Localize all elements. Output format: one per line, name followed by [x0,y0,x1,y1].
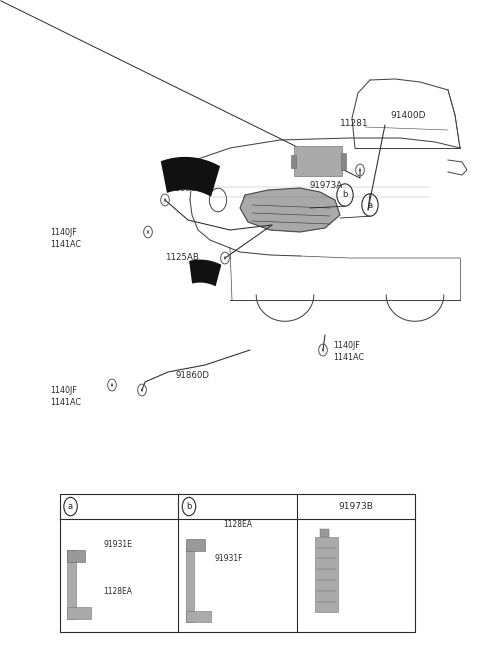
Polygon shape [240,188,340,232]
Bar [67,550,85,562]
Text: 11281: 11281 [340,119,369,128]
Polygon shape [189,260,221,286]
Circle shape [322,349,324,351]
Text: 91400D: 91400D [390,111,425,120]
Bar [60,494,415,632]
Text: 1141AC: 1141AC [50,398,81,407]
Text: 91931E: 91931E [103,539,132,549]
Text: a: a [367,200,372,210]
Text: 1140JF: 1140JF [50,228,77,237]
Text: b: b [186,502,192,511]
Text: 1128EA: 1128EA [223,520,252,529]
Text: 91931F: 91931F [215,554,243,563]
Bar [341,153,347,170]
Text: 1140JF: 1140JF [50,386,77,395]
Circle shape [141,389,143,392]
Bar [186,546,194,622]
FancyBboxPatch shape [294,146,342,176]
Circle shape [164,198,166,201]
Circle shape [147,231,149,233]
Text: a: a [68,502,73,511]
Bar [67,607,91,619]
Text: 1141AC: 1141AC [50,240,81,249]
Text: b: b [342,191,348,200]
Text: 1125AB: 1125AB [165,253,199,262]
Bar [291,155,296,168]
Circle shape [359,169,361,171]
Circle shape [111,384,113,386]
Bar [315,537,338,612]
Polygon shape [161,157,220,196]
Text: 91973B: 91973B [338,502,373,511]
Text: 1140JF: 1140JF [333,341,360,350]
Bar [186,611,211,622]
Bar [320,529,329,537]
Text: 91973A: 91973A [310,181,343,190]
Text: 91890C: 91890C [170,185,203,193]
Circle shape [96,586,98,589]
Circle shape [215,530,216,533]
Bar [186,539,205,551]
Bar [67,550,76,619]
Text: 1141AC: 1141AC [333,353,364,362]
Text: 91860D: 91860D [175,371,209,380]
Text: 1128EA: 1128EA [103,587,132,596]
Circle shape [224,257,226,260]
